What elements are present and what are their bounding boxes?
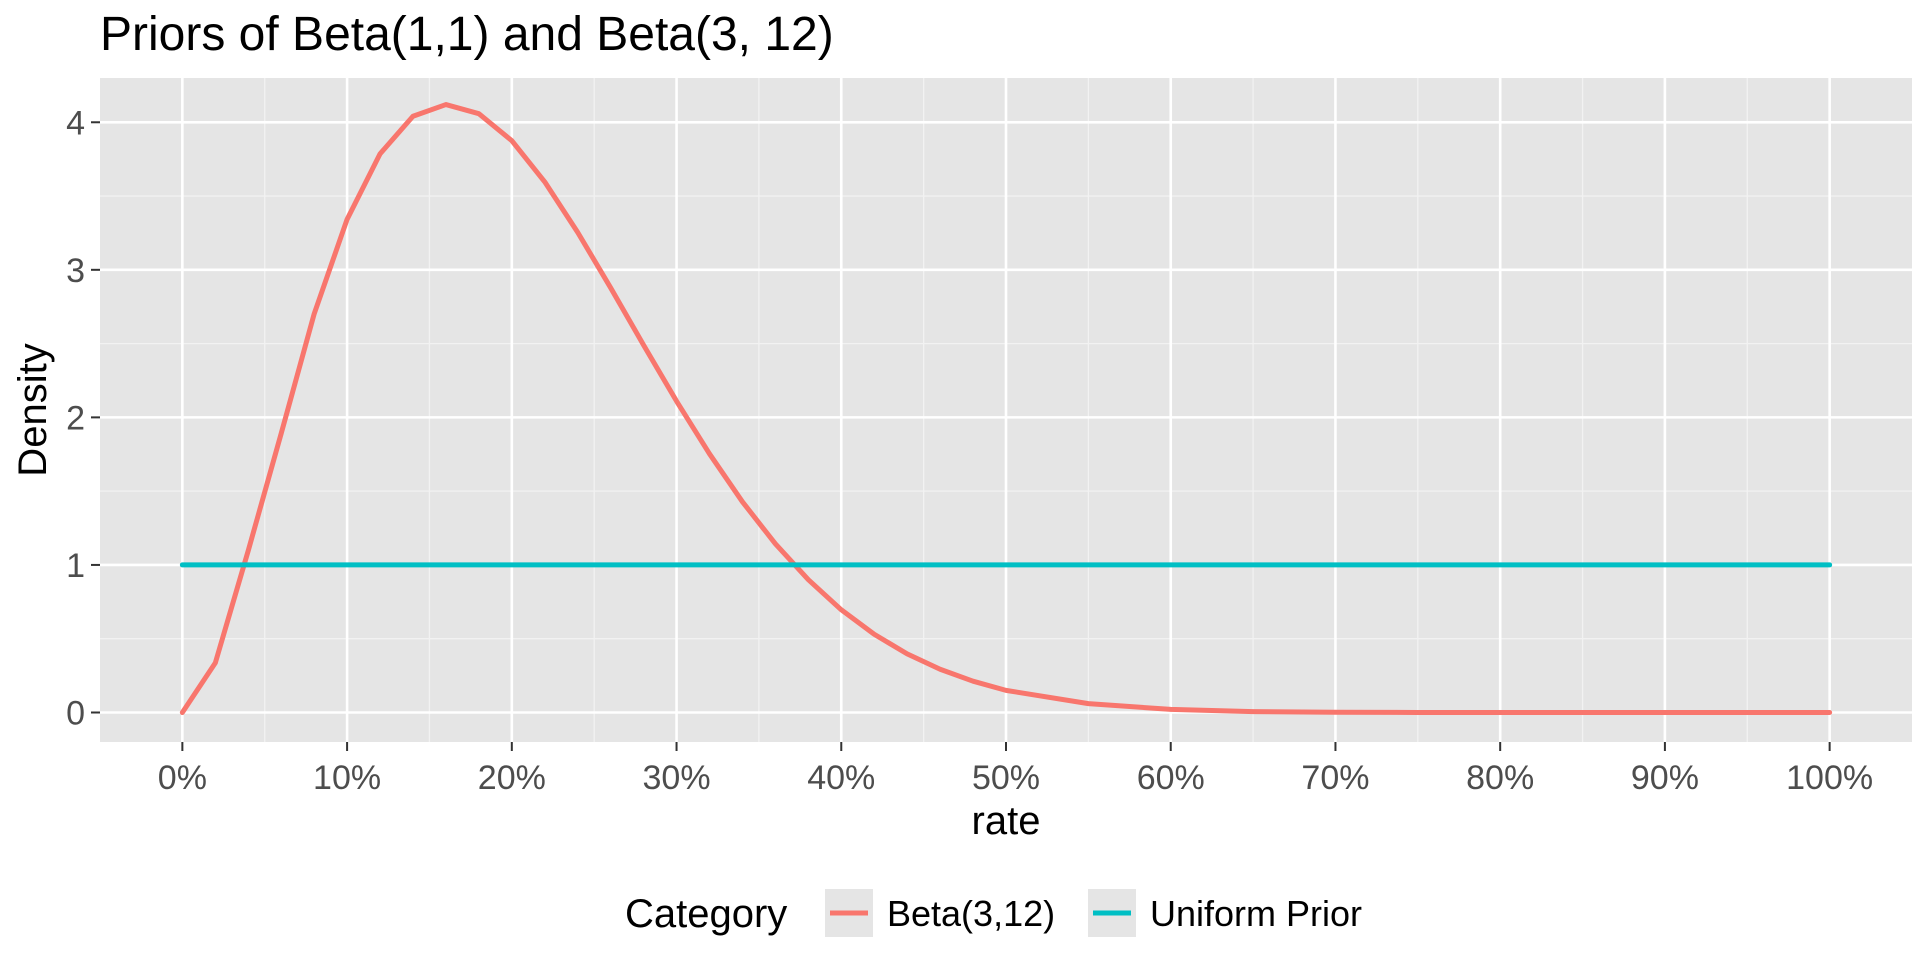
x-tick-label: 50%: [972, 759, 1040, 797]
x-tick-label: 100%: [1786, 759, 1873, 797]
y-tick-label: 1: [66, 547, 85, 585]
x-tick-label: 0%: [158, 759, 207, 797]
legend-title: Category: [625, 892, 787, 936]
y-tick-label: 3: [66, 252, 85, 290]
series-line-beta-3-12: [179, 102, 1833, 715]
x-tick-label: 20%: [478, 759, 546, 797]
chart-title: Priors of Beta(1,1) and Beta(3, 12): [100, 8, 834, 61]
x-axis: 0% 10% 20% 30% 40% 50% 60% 70% 80% 90% 100%: [158, 742, 1873, 797]
legend-label-uniform: Uniform Prior: [1150, 893, 1362, 934]
x-tick-label: 30%: [643, 759, 711, 797]
x-axis-label: rate: [972, 799, 1041, 843]
x-tick-label: 80%: [1466, 759, 1534, 797]
x-tick-label: 10%: [313, 759, 381, 797]
x-tick-label: 70%: [1301, 759, 1369, 797]
y-tick-label: 0: [66, 694, 85, 732]
legend: Category Beta(3,12) Uniform Prior: [625, 889, 1362, 937]
y-tick-label: 2: [66, 399, 85, 437]
x-tick-label: 90%: [1631, 759, 1699, 797]
y-axis-label: Density: [11, 343, 55, 476]
x-tick-label: 40%: [807, 759, 875, 797]
y-axis: 0 1 2 3 4: [66, 104, 100, 732]
y-tick-label: 4: [66, 104, 85, 142]
series-layer: [179, 102, 1833, 715]
legend-label-beta: Beta(3,12): [887, 893, 1055, 934]
x-tick-label: 60%: [1137, 759, 1205, 797]
